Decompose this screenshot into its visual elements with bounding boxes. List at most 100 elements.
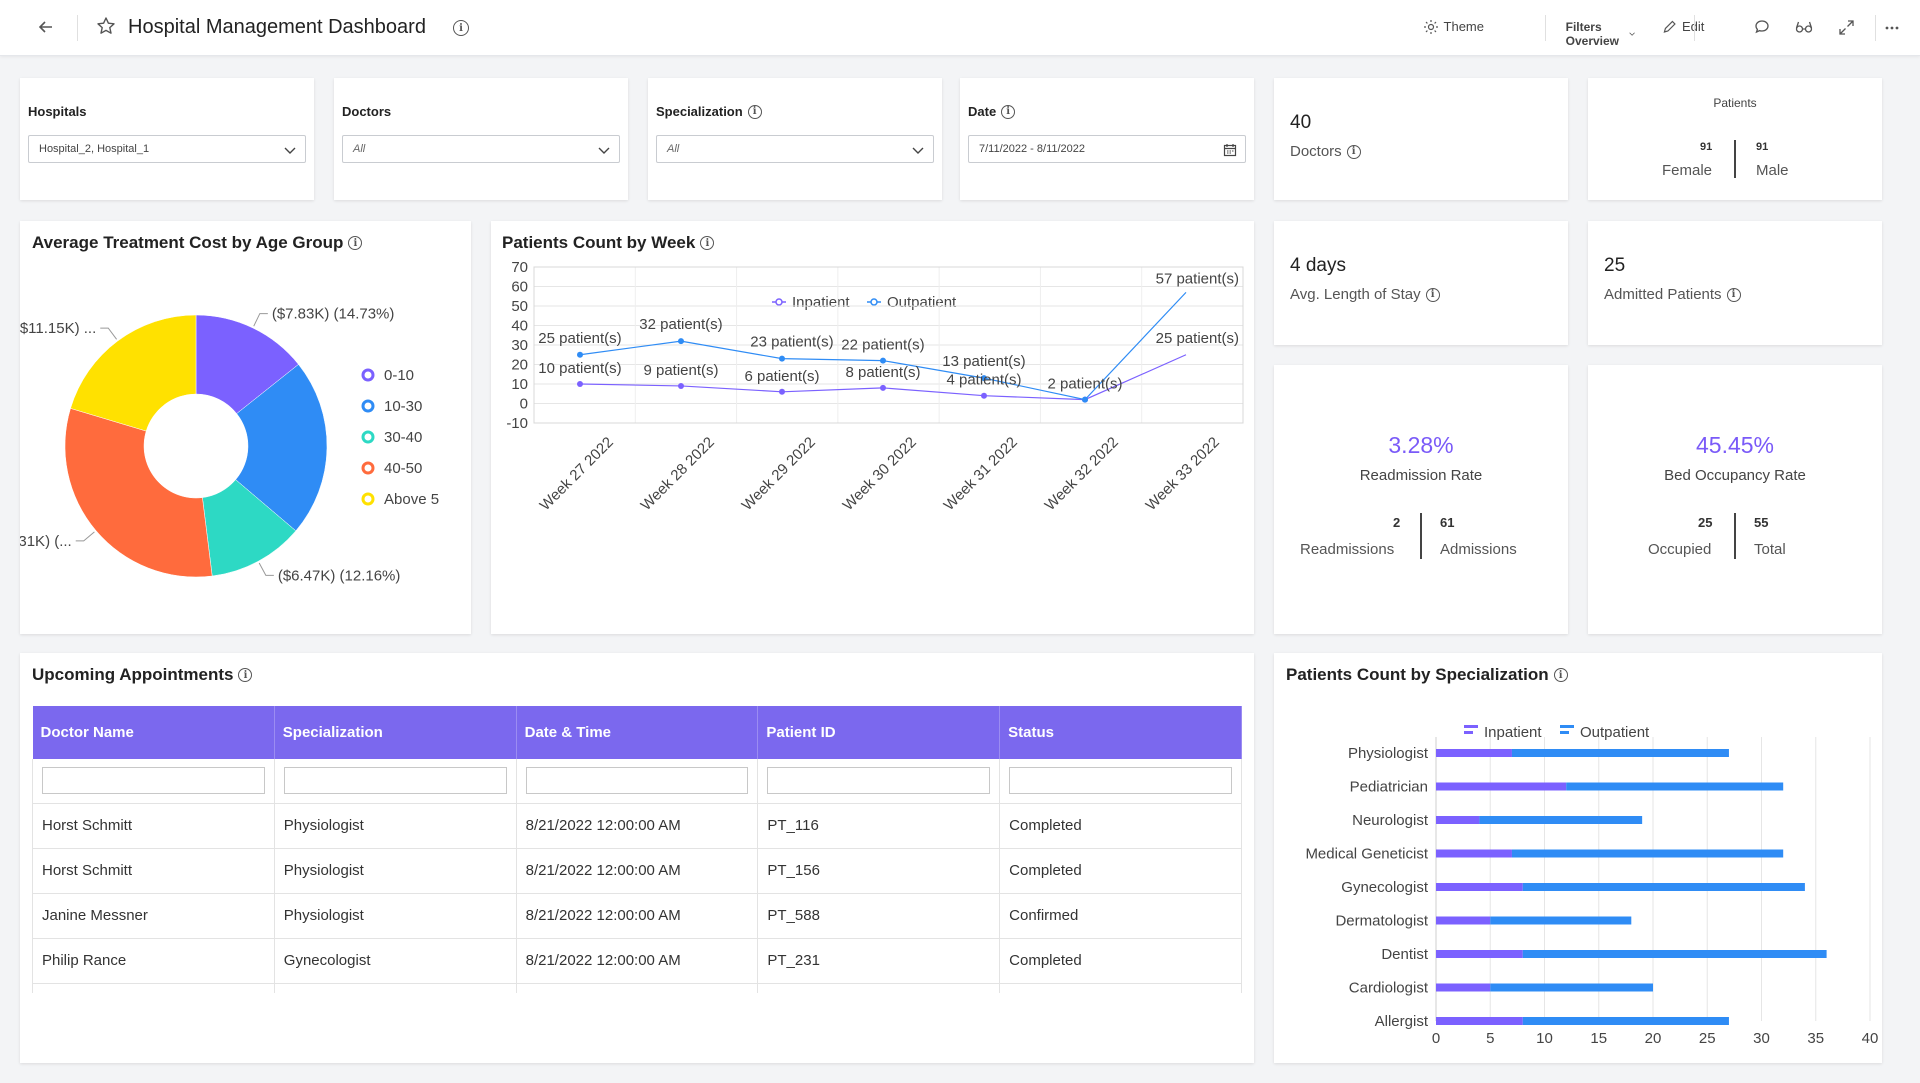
column-header-patient-id[interactable]: Patient ID [757, 706, 1001, 759]
bar-segment-Inpatient [1436, 782, 1567, 791]
appointments-table: Doctor Name Specialization Date & Time P… [32, 706, 1242, 993]
data-label-inpatient: 8 patient(s) [845, 364, 920, 381]
data-label-inpatient: 10 patient(s) [538, 360, 621, 377]
chevron-down-icon [912, 147, 924, 154]
doctor-name-cell: Horst Schmitt [32, 848, 275, 894]
specialization-cell: Physiologist [274, 803, 517, 849]
age-cost-pie-chart: ($7.83K) (14.73%) ($6.47K) (12.16%) ($17.3… [20, 306, 439, 585]
table-row[interactable]: Horst Schmitt Physiologist 8/21/2022 12:… [32, 803, 1242, 849]
theme-label: Theme [1443, 19, 1484, 34]
data-point [981, 392, 987, 399]
comment-icon[interactable] [1754, 19, 1770, 35]
bar-segment-Inpatient [1436, 1017, 1523, 1025]
theme-button[interactable]: Theme [1423, 19, 1484, 34]
legend-label-Outpatient: Outpatient [887, 294, 957, 311]
patient-id-filter-input[interactable] [767, 767, 991, 795]
doctor-name-filter-input[interactable] [42, 767, 265, 795]
date-range-input[interactable]: 7/11/2022 - 8/11/2022 [968, 135, 1246, 163]
status-filter-input[interactable] [1009, 767, 1232, 795]
pie-data-label: ($17.31K) (... [20, 533, 72, 550]
y-tick-label: 60 [511, 279, 528, 296]
specialization-cell: Physiologist [274, 893, 517, 939]
column-header-specialization[interactable]: Specialization [274, 706, 517, 759]
filter-cell [757, 759, 1001, 804]
info-icon[interactable]: i [1553, 668, 1568, 682]
y-tick-label: 20 [511, 357, 528, 374]
info-icon[interactable]: i [1726, 287, 1741, 302]
hospitals-select[interactable]: Hospital_2, Hospital_1 [28, 135, 306, 163]
status-cell: Completed [999, 938, 1242, 984]
legend-marker [1464, 731, 1473, 734]
chevron-down-icon [598, 147, 610, 154]
bar-segment-Outpatient [1566, 782, 1784, 791]
bar-segment-Inpatient [1436, 749, 1512, 757]
info-icon[interactable]: i [1001, 104, 1016, 119]
appointments-title: Upcoming Appointments [32, 665, 234, 684]
doctors-select-value: All [353, 143, 366, 155]
avg-stay-label-row: Avg. Length of Stay i [1290, 286, 1440, 303]
bar-segment-Outpatient [1490, 983, 1653, 992]
date-time-cell: 8/21/2022 12:00:00 AM [516, 803, 759, 849]
readmission-rate-label: Readmission Rate [1359, 467, 1483, 484]
more-options-icon[interactable] [1884, 20, 1900, 36]
info-icon[interactable]: i [348, 236, 363, 250]
info-icon[interactable]: i [1425, 287, 1440, 302]
age-cost-title: Average Treatment Cost by Age Group [32, 233, 344, 252]
specialization-filter-card: Specialization i All [648, 78, 942, 200]
table-cell [757, 983, 1001, 993]
back-arrow-icon[interactable] [36, 17, 56, 37]
column-header-date-time[interactable]: Date & Time [516, 706, 759, 759]
hospitals-filter-label: Hospitals [28, 104, 87, 119]
hospitals-filter-card: Hospitals Hospital_2, Hospital_1 [20, 78, 314, 200]
column-header-status[interactable]: Status [999, 706, 1242, 759]
info-icon[interactable]: i [700, 236, 715, 250]
info-icon[interactable]: i [238, 668, 253, 682]
male-label: Male [1756, 162, 1789, 179]
female-label: Female [1662, 162, 1713, 179]
legend-label-30-40: 30-40 [384, 429, 422, 446]
doctors-select[interactable]: All [342, 135, 620, 163]
patients-gender-card: Patients 91 Female 91 Male [1588, 78, 1882, 200]
edit-button[interactable]: Edit [1662, 19, 1704, 34]
filters-overview-button[interactable]: Filters Overview [1566, 20, 1635, 48]
calendar-icon[interactable] [1223, 143, 1237, 157]
readmission-rate-value: 3.28% [1388, 432, 1454, 458]
column-header-doctor-name[interactable]: Doctor Name [32, 706, 275, 759]
date-filter-label: Date [968, 104, 997, 119]
filter-cell [274, 759, 517, 804]
info-icon[interactable]: i [1346, 144, 1361, 159]
data-point [779, 355, 785, 362]
data-point [880, 357, 886, 364]
info-icon[interactable]: i [747, 104, 762, 119]
avg-stay-value: 4 days [1290, 255, 1346, 276]
x-tick-label: 30 [1753, 1030, 1770, 1047]
expand-icon[interactable] [1839, 20, 1854, 35]
data-point [880, 384, 886, 391]
y-tick-label: Allergist [1375, 1013, 1429, 1030]
specialization-select[interactable]: All [656, 135, 934, 163]
title-info-icon[interactable]: i [453, 20, 469, 36]
specialization-filter-input[interactable] [283, 767, 507, 795]
data-label-outpatient: 13 patient(s) [942, 353, 1025, 370]
glasses-icon[interactable] [1795, 20, 1813, 34]
weekly-patients-card: Patients Count by Week i Inpatient Outpat… [491, 221, 1254, 634]
table-row[interactable]: Horst Schmitt Physiologist 8/21/2022 12:… [32, 848, 1242, 894]
pie-data-label: ($6.47K) (12.16%) [278, 567, 401, 584]
legend-label-Above 5: Above 5 [384, 491, 439, 508]
appointments-title-row: Upcoming Appointments i [32, 665, 253, 685]
table-row[interactable]: Janine Messner Physiologist 8/21/2022 12… [32, 893, 1242, 939]
data-point [678, 338, 684, 345]
weekly-title: Patients Count by Week [502, 233, 696, 252]
doctor-name-cell: Philip Rance [32, 938, 275, 984]
table-row[interactable]: Philip Rance Gynecologist 8/21/2022 12:0… [32, 938, 1242, 984]
star-icon[interactable] [96, 16, 116, 36]
readmission-divider [1420, 513, 1422, 559]
date-time-filter-input[interactable] [525, 767, 749, 795]
header-divider [1875, 15, 1876, 41]
bed-occupancy-label: Bed Occupancy Rate [1664, 467, 1806, 484]
bed-occupancy-card: 45.45% Bed Occupancy Rate 25 Occupied 55… [1588, 365, 1882, 634]
data-label-inpatient: 9 patient(s) [643, 362, 718, 379]
legend-marker [361, 368, 375, 382]
readmissions-label: Readmissions [1300, 541, 1395, 558]
filter-cell [516, 759, 759, 804]
